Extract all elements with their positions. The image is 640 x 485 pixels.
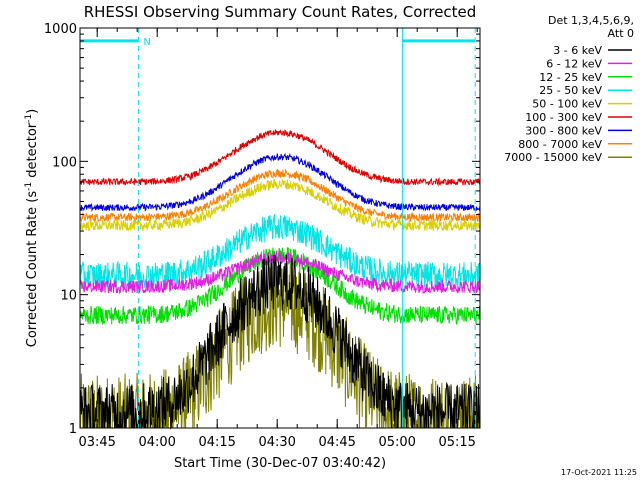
y-label-superscript-1: -1	[24, 182, 34, 191]
y-tick-label: 100	[52, 155, 77, 170]
y-label-superscript-2: -1	[24, 114, 34, 123]
legend-label: 25 - 50 keV	[539, 84, 602, 97]
axes: 1 10 100 1000 03:45 04:00 04:15 04:30 04:45 05:00…	[44, 22, 480, 450]
legend-label: 7000 - 15000 keV	[504, 151, 602, 164]
series-line	[79, 214, 481, 290]
legend-label: 100 - 300 keV	[525, 111, 602, 124]
series-line	[79, 254, 480, 430]
y-label-mid: detector	[25, 122, 40, 182]
footer-timestamp: 17-Oct-2021 11:25	[561, 468, 637, 477]
y-tick-label: 1000	[44, 22, 77, 37]
chart-title: RHESSI Observing Summary Count Rates, Co…	[84, 3, 477, 21]
legend-label: 6 - 12 keV	[546, 57, 602, 70]
legend-label: 12 - 25 keV	[539, 71, 602, 84]
x-tick-label: 04:15	[198, 435, 235, 450]
legend-label: 3 - 6 keV	[553, 44, 602, 57]
x-tick-label: 04:45	[318, 435, 355, 450]
legend-label: 50 - 100 keV	[532, 98, 602, 111]
series-line	[79, 129, 481, 187]
y-label-suffix: )	[25, 109, 40, 114]
series-line	[79, 250, 481, 295]
plot-frame	[79, 27, 481, 429]
series-line	[79, 167, 481, 224]
y-axis-label: Corrected Count Rate (s-1 detector-1)	[24, 109, 40, 347]
y-tick-label: 1	[69, 422, 77, 437]
plot-area	[79, 129, 481, 430]
legend-label: 800 - 7000 keV	[518, 138, 602, 151]
x-tick-label: 03:45	[78, 435, 115, 450]
legend-header-line-1: Det 1,3,4,5,6,9,	[548, 14, 634, 27]
legend-header-line-2: Att 0	[608, 27, 634, 40]
x-tick-label: 05:00	[378, 435, 415, 450]
marker-label: N	[143, 37, 150, 48]
y-label-prefix: Corrected Count Rate (s	[25, 191, 40, 348]
legend-label: 300 - 800 keV	[525, 124, 602, 137]
x-tick-label: 04:30	[258, 435, 295, 450]
series-line	[79, 152, 481, 213]
y-tick-label: 10	[60, 289, 77, 304]
series-line	[79, 178, 481, 232]
x-tick-label: 04:00	[138, 435, 175, 450]
x-tick-label: 05:15	[438, 435, 475, 450]
x-axis-label: Start Time (30-Dec-07 03:40:42)	[174, 456, 386, 471]
